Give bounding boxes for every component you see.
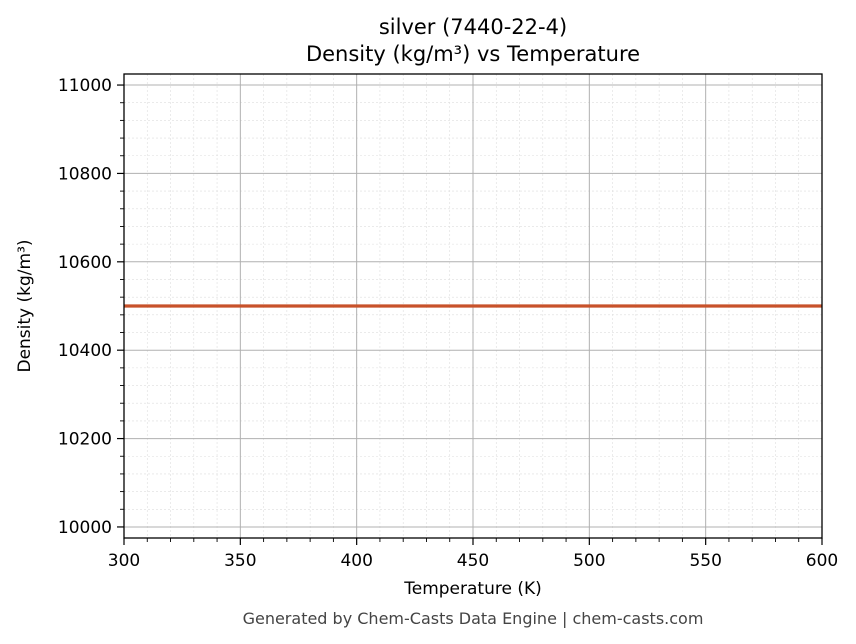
x-tick-label: 550 <box>689 551 721 571</box>
footer-credit: Generated by Chem-Casts Data Engine | ch… <box>243 609 704 628</box>
x-tick-label: 500 <box>573 551 605 571</box>
y-tick-labels: 10000 10200 10400 10600 10800 11000 <box>58 76 112 538</box>
y-tick-label: 10000 <box>58 518 112 538</box>
major-grid <box>123 74 823 538</box>
y-tick-label: 10800 <box>58 164 112 184</box>
chart-title-line-2: Density (kg/m³) vs Temperature <box>306 42 640 66</box>
x-tick-labels: 300 350 400 450 500 550 600 <box>108 551 838 571</box>
y-tick-label: 10200 <box>58 430 112 450</box>
y-tick-label: 10400 <box>58 341 112 361</box>
x-tick-label: 400 <box>340 551 372 571</box>
x-axis-label: Temperature (K) <box>403 579 542 599</box>
chart-title-line-1: silver (7440-22-4) <box>379 15 567 39</box>
x-tick-label: 450 <box>457 551 489 571</box>
y-tick-label: 10600 <box>58 253 112 273</box>
y-axis-label: Density (kg/m³) <box>15 239 35 372</box>
x-tick-label: 300 <box>108 551 140 571</box>
x-tick-label: 350 <box>224 551 256 571</box>
x-tick-label: 600 <box>806 551 838 571</box>
y-tick-label: 11000 <box>58 76 112 96</box>
axis-ticks <box>117 84 823 545</box>
